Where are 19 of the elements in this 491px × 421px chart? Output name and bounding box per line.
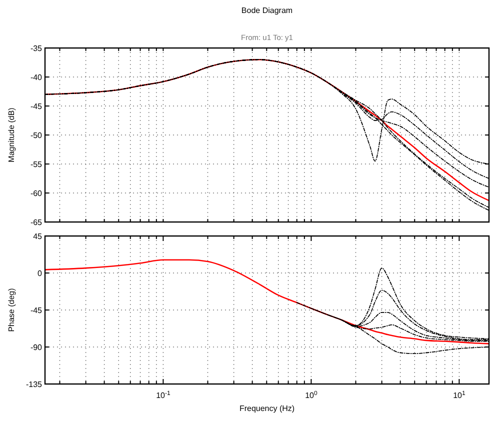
y-tick-label: -45 — [30, 306, 43, 315]
y-tick-label: -135 — [26, 380, 43, 389]
y-axis-title: Phase (deg) — [7, 288, 16, 332]
y-tick-label: -55 — [30, 160, 43, 169]
y-tick-label: -90 — [30, 343, 43, 352]
y-tick-label: -45 — [30, 102, 43, 111]
y-tick-label: -50 — [30, 131, 43, 140]
x-tick-label: 10$^{0}$ — [305, 390, 318, 400]
y-axis-title: Magnitude (dB) — [7, 107, 16, 162]
y-tick-label: -65 — [30, 218, 43, 227]
x-axis-title: Frequency (Hz) — [239, 404, 295, 413]
y-tick-label: -40 — [30, 73, 43, 82]
x-tick-label: 10$^{-1}$ — [156, 390, 171, 400]
y-tick-label: -60 — [30, 189, 43, 198]
y-tick-label: 45 — [33, 232, 43, 241]
chart-title: Bode Diagram — [241, 6, 293, 15]
y-tick-label: -35 — [30, 44, 43, 53]
x-tick-label: 10$^{1}$ — [453, 390, 466, 400]
y-tick-label: 0 — [38, 269, 43, 278]
